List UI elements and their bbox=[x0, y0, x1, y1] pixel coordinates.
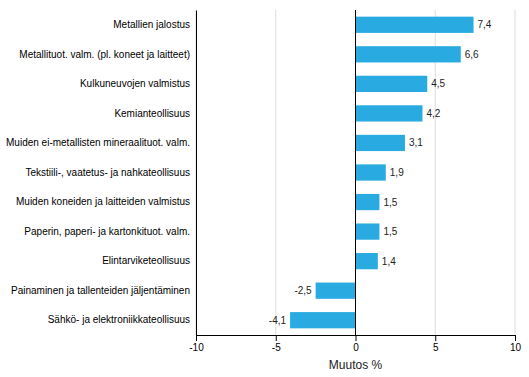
bar bbox=[316, 283, 356, 299]
x-tick-mark bbox=[356, 335, 357, 341]
bar bbox=[356, 17, 474, 33]
x-tick-mark bbox=[435, 335, 436, 341]
x-axis-line bbox=[197, 336, 516, 342]
y-tick-label: Metallituot. valm. (pl. koneet ja laitte… bbox=[19, 49, 190, 60]
plot: -4,1 -2,5 1,4 1,5 1,5 1,9 3,1 4,2 4,5 6,6 7,4 -10 -5… bbox=[6, 10, 521, 353]
y-tick-label: Muiden ei-metallisten mineraalituot. val… bbox=[6, 137, 190, 148]
y-tick: Sähkö- ja elektroniikkateollisuus bbox=[48, 314, 196, 325]
zero-line bbox=[355, 10, 356, 335]
data-label: 1,5 bbox=[383, 226, 397, 237]
data-label: 4,5 bbox=[431, 78, 445, 89]
grid-line bbox=[355, 10, 356, 335]
x-tick: 5 bbox=[433, 335, 439, 353]
data-label: 4,2 bbox=[426, 108, 440, 119]
bar bbox=[356, 253, 378, 269]
bar bbox=[356, 164, 386, 180]
data-label: 6,6 bbox=[465, 49, 479, 60]
data-label: 1,5 bbox=[383, 197, 397, 208]
y-tick-label: Metallien jalostus bbox=[113, 19, 190, 30]
x-tick-label: -5 bbox=[272, 342, 281, 353]
bar bbox=[356, 135, 405, 151]
y-tick: Metallien jalostus bbox=[113, 19, 196, 30]
y-tick: Muiden ei-metallisten mineraalituot. val… bbox=[6, 137, 196, 148]
x-tick: 0 bbox=[353, 335, 359, 353]
y-tick-label: Sähkö- ja elektroniikkateollisuus bbox=[48, 314, 190, 325]
x-tick-mark bbox=[515, 335, 516, 341]
y-axis-line bbox=[196, 11, 197, 336]
data-label: -2,5 bbox=[294, 285, 312, 296]
y-tick: Kemianteollisuus bbox=[114, 108, 196, 119]
x-tick-label: 10 bbox=[510, 342, 522, 353]
x-tick-mark bbox=[276, 335, 277, 341]
chart: -4,1 -2,5 1,4 1,5 1,5 1,9 3,1 4,2 4,5 6,6 7,4 -10 -5… bbox=[0, 0, 529, 377]
y-tick-label: Kemianteollisuus bbox=[114, 108, 190, 119]
bar bbox=[356, 105, 423, 121]
x-tick-mark bbox=[196, 335, 197, 341]
y-tick: Tekstiili-, vaatetus- ja nahkateollisuus bbox=[25, 167, 196, 178]
x-axis: -10 -5 0 5 10 bbox=[189, 335, 521, 353]
grid bbox=[196, 10, 515, 335]
x-tick: -5 bbox=[272, 335, 281, 353]
x-tick: 10 bbox=[510, 335, 522, 353]
data-label: 3,1 bbox=[409, 137, 423, 148]
y-tick-label: Muiden koneiden ja laitteiden valmistus bbox=[16, 196, 190, 207]
y-tick: Kulkuneuvojen valmistus bbox=[80, 78, 196, 89]
data-labels: -4,1 -2,5 1,4 1,5 1,5 1,9 3,1 4,2 4,5 6,6 7,4 bbox=[269, 19, 492, 325]
bar bbox=[356, 194, 380, 210]
data-label: 1,4 bbox=[382, 256, 396, 267]
y-tick-label: Elintarviketeollisuus bbox=[102, 255, 190, 266]
data-label: -4,1 bbox=[269, 315, 287, 326]
x-tick-label: 5 bbox=[433, 342, 439, 353]
grid-line bbox=[275, 10, 276, 335]
y-tick: Muiden koneiden ja laitteiden valmistus bbox=[16, 196, 196, 207]
y-tick-label: Paperin, paperi- ja kartonkituot. valm. bbox=[24, 226, 190, 237]
bar bbox=[356, 76, 428, 92]
zero-line bbox=[355, 10, 356, 335]
y-tick: Elintarviketeollisuus bbox=[102, 255, 196, 266]
x-tick-label: -10 bbox=[189, 342, 204, 353]
x-tick-label: 0 bbox=[353, 342, 359, 353]
data-label: 7,4 bbox=[478, 19, 492, 30]
x-tick: -10 bbox=[189, 335, 204, 353]
bar bbox=[290, 312, 355, 328]
y-tick-label: Painaminen ja tallenteiden jäljentäminen bbox=[11, 285, 190, 296]
y-tick: Paperin, paperi- ja kartonkituot. valm. bbox=[24, 226, 196, 237]
grid-line bbox=[196, 10, 197, 335]
grid-line bbox=[515, 10, 516, 335]
y-tick: Painaminen ja tallenteiden jäljentäminen bbox=[11, 285, 196, 296]
bar bbox=[356, 46, 461, 62]
y-axis: Sähkö- ja elektroniikkateollisuus Painami… bbox=[6, 11, 196, 336]
y-tick-label: Tekstiili-, vaatetus- ja nahkateollisuus bbox=[25, 167, 190, 178]
data-label: 1,9 bbox=[390, 167, 404, 178]
y-tick: Metallituot. valm. (pl. koneet ja laitte… bbox=[19, 49, 196, 60]
x-axis-title: Muutos % bbox=[329, 358, 383, 372]
bar bbox=[356, 223, 380, 239]
y-tick-label: Kulkuneuvojen valmistus bbox=[80, 78, 190, 89]
bars bbox=[290, 17, 473, 329]
